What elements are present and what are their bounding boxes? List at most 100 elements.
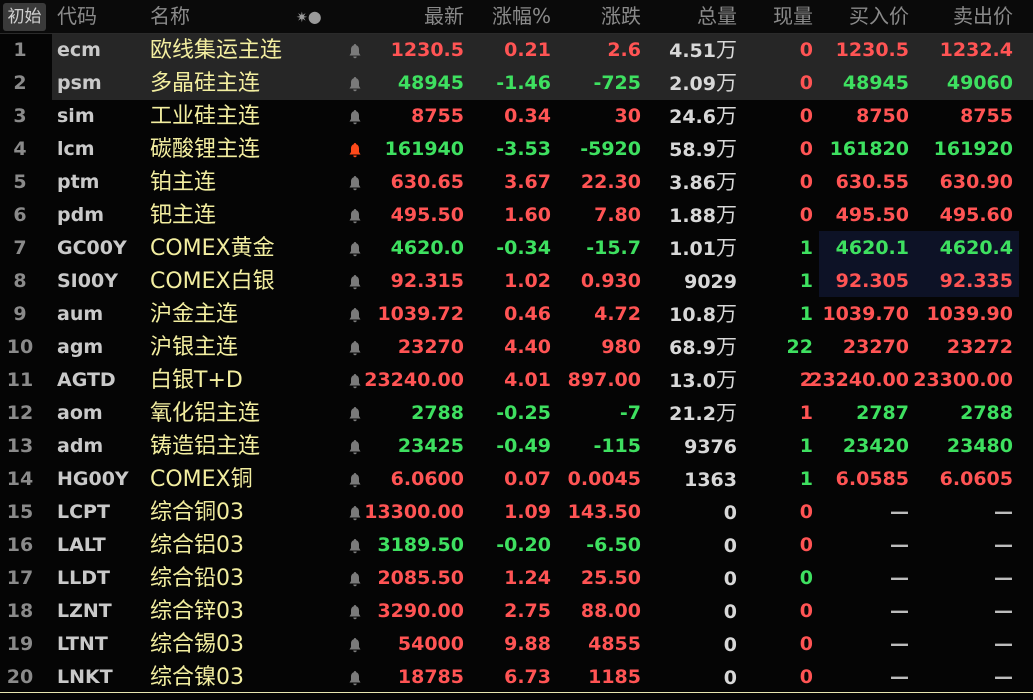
table-row[interactable]: 13 adm 铸造铝主连 23425 -0.49 -115 9376 1 23420 23480	[0, 430, 1033, 463]
volume: 1.88万	[669, 199, 737, 232]
bell-icon[interactable]	[348, 670, 362, 686]
bell-icon[interactable]	[348, 637, 362, 653]
symbol-name: 白银T+D	[150, 368, 243, 393]
bell-icon[interactable]	[348, 340, 362, 356]
table-row[interactable]: 15 LCPT 综合铜03 13300.00 1.09 143.50 0 0 — —	[0, 496, 1033, 529]
current-volume: 0	[799, 204, 813, 226]
volume-unit: 万	[716, 38, 737, 62]
change-percent: 4.40	[504, 336, 551, 358]
col-pct[interactable]: 涨幅%	[491, 4, 551, 28]
symbol-code: LLDT	[57, 567, 110, 589]
symbol-code: sim	[57, 105, 95, 127]
symbol-name: 工业硅主连	[150, 104, 261, 129]
bell-icon[interactable]	[348, 505, 362, 521]
table-row[interactable]: 9 aum 沪金主连 1039.72 0.46 4.72 10.8万 1 1039.70 1039…	[0, 298, 1033, 331]
bell-icon[interactable]	[348, 571, 362, 587]
bid-price: 2787	[856, 402, 909, 424]
table-row[interactable]: 6 pdm 钯主连 495.50 1.60 7.80 1.88万 0 495.50 495.60	[0, 199, 1033, 232]
bell-icon[interactable]	[348, 406, 362, 422]
bell-icon[interactable]	[348, 208, 362, 224]
bid-price: —	[890, 567, 909, 589]
table-row[interactable]: 17 LLDT 综合铅03 2085.50 1.24 25.50 0 0 — —	[0, 562, 1033, 595]
volume-value: 1363	[684, 469, 737, 491]
bid-price: 23240.00	[809, 369, 909, 391]
table-row[interactable]: 12 aom 氧化铝主连 2788 -0.25 -7 21.2万 1 2787 2788	[0, 397, 1033, 430]
symbol-name: 综合铝03	[150, 533, 244, 558]
table-row[interactable]: 3 sim 工业硅主连 8755 0.34 30 24.6万 0 8750 8755	[0, 100, 1033, 133]
bid-price: 495.50	[835, 204, 909, 226]
symbol-name: 沪银主连	[150, 335, 239, 360]
table-row[interactable]: 1 ecm 欧线集运主连 1230.5 0.21 2.6 4.51万 0 1230.5 1232.…	[0, 34, 1033, 67]
current-volume: 0	[799, 501, 813, 523]
ask-price: —	[994, 633, 1013, 655]
col-code[interactable]: 代码	[57, 4, 97, 28]
ask-price: 161920	[933, 138, 1013, 160]
bell-icon[interactable]	[348, 307, 362, 323]
bell-icon[interactable]	[348, 175, 362, 191]
table-row[interactable]: 10 agm 沪银主连 23270 4.40 980 68.9万 22 23270 23272	[0, 331, 1033, 364]
bid-price: 48945	[842, 72, 909, 94]
bell-icon[interactable]	[348, 274, 362, 290]
current-volume: 1	[799, 237, 813, 259]
ask-price: 1039.90	[926, 303, 1013, 325]
bell-icon[interactable]	[348, 109, 362, 125]
bell-icon[interactable]	[348, 373, 362, 389]
table-row[interactable]: 18 LZNT 综合锌03 3290.00 2.75 88.00 0 0 — —	[0, 595, 1033, 628]
last-price: 161940	[384, 138, 464, 160]
table-row[interactable]: 4 lcm 碳酸锂主连 161940 -3.53 -5920 58.9万 0 161820 161…	[0, 133, 1033, 166]
symbol-code: SI00Y	[57, 270, 118, 292]
bell-icon[interactable]	[348, 439, 362, 455]
bell-icon[interactable]	[348, 472, 362, 488]
col-name[interactable]: 名称	[150, 4, 190, 28]
bell-icon[interactable]	[348, 538, 362, 554]
table-row[interactable]: 7 GC00Y COMEX黄金 4620.0 -0.34 -15.7 1.01万 1 4620.…	[0, 232, 1033, 265]
col-ask[interactable]: 卖出价	[953, 4, 1013, 28]
table-row[interactable]: 5 ptm 铂主连 630.65 3.67 22.30 3.86万 0 630.55 630.90	[0, 166, 1033, 199]
symbol-name: 多晶硅主连	[150, 71, 261, 96]
change-percent: 1.09	[504, 501, 551, 523]
symbol-code: pdm	[57, 204, 104, 226]
change-percent: -0.49	[496, 435, 551, 457]
col-change[interactable]: 涨跌	[601, 4, 641, 28]
volume: 0	[724, 595, 737, 628]
table-row[interactable]: 19 LTNT 综合锡03 54000 9.88 4855 0 0 — —	[0, 628, 1033, 661]
bell-icon[interactable]	[348, 142, 362, 158]
row-index: 3	[13, 105, 27, 127]
change: 4855	[588, 633, 641, 655]
display-toggle[interactable]: ✷●	[296, 0, 322, 33]
volume-unit: 万	[716, 236, 737, 260]
volume: 1.01万	[669, 232, 737, 265]
table-row[interactable]: 20 LNKT 综合镍03 18785 6.73 1185 0 0 — —	[0, 661, 1033, 694]
col-volume[interactable]: 总量	[697, 4, 737, 28]
bid-price: —	[890, 666, 909, 688]
row-index: 12	[6, 402, 34, 424]
ask-price: 8755	[960, 105, 1013, 127]
change-percent: 0.07	[504, 468, 551, 490]
change: 0.0045	[567, 468, 641, 490]
table-row[interactable]: 16 LALT 综合铝03 3189.50 -0.20 -6.50 0 0 — —	[0, 529, 1033, 562]
volume-value: 4.51	[669, 40, 716, 62]
volume: 0	[724, 529, 737, 562]
bell-icon[interactable]	[348, 604, 362, 620]
sun-icon: ✷	[296, 10, 308, 26]
bell-icon[interactable]	[348, 76, 362, 92]
bell-icon[interactable]	[348, 241, 362, 257]
col-current-volume[interactable]: 现量	[773, 4, 813, 28]
col-bid[interactable]: 买入价	[849, 4, 909, 28]
table-row[interactable]: 14 HG00Y COMEX铜 6.0600 0.07 0.0045 1363 1 6.0585…	[0, 463, 1033, 496]
divider	[0, 692, 1033, 693]
change-percent: 1.24	[504, 567, 551, 589]
col-last[interactable]: 最新	[424, 4, 464, 28]
table-row[interactable]: 11 AGTD 白银T+D 23240.00 4.01 897.00 13.0万 2 23240…	[0, 364, 1033, 397]
current-volume: 0	[799, 633, 813, 655]
change-percent: -0.34	[496, 237, 551, 259]
volume-unit: 万	[716, 368, 737, 392]
bell-icon[interactable]	[348, 43, 362, 59]
symbol-code: LNKT	[57, 666, 113, 688]
last-price: 630.65	[390, 171, 464, 193]
init-button[interactable]: 初始	[3, 3, 46, 31]
table-row[interactable]: 8 SI00Y COMEX白银 92.315 1.02 0.930 9029 1 92.305 9…	[0, 265, 1033, 298]
change-percent: 3.67	[504, 171, 551, 193]
table-row[interactable]: 2 psm 多晶硅主连 48945 -1.46 -725 2.09万 0 48945 49060	[0, 67, 1033, 100]
symbol-name: COMEX黄金	[150, 236, 275, 261]
